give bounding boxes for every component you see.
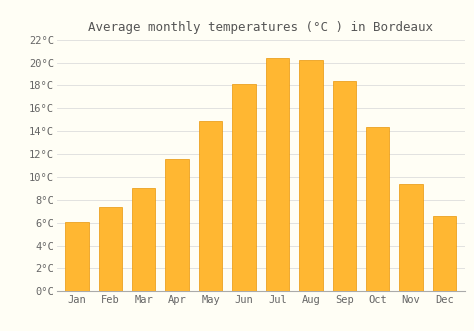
Bar: [400, 184, 423, 291]
Bar: [165, 159, 189, 291]
Bar: [433, 216, 456, 291]
Bar: [99, 207, 122, 291]
Bar: [199, 121, 222, 291]
Bar: [366, 127, 389, 291]
Bar: [266, 58, 289, 291]
Bar: [299, 60, 322, 291]
Bar: [333, 81, 356, 291]
Bar: [132, 188, 155, 291]
Bar: [65, 221, 89, 291]
Title: Average monthly temperatures (°C ) in Bordeaux: Average monthly temperatures (°C ) in Bo…: [88, 22, 433, 34]
Bar: [232, 84, 255, 291]
